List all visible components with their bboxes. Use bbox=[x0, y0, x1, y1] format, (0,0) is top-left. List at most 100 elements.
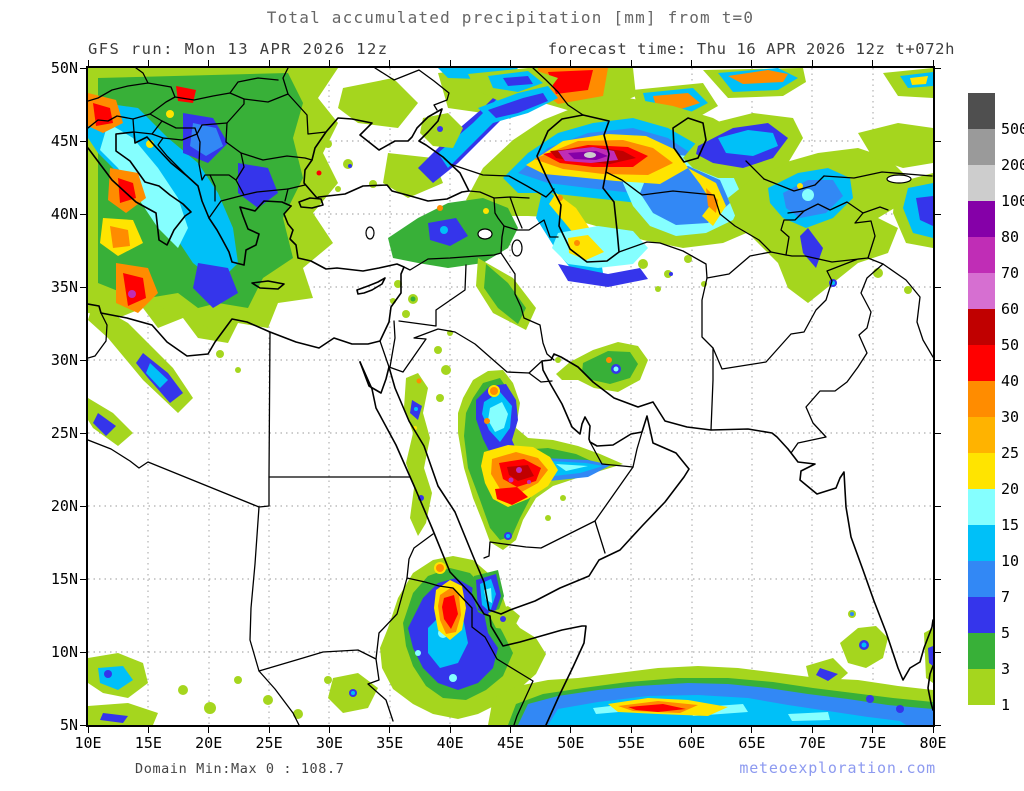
y-tick-label: 15N bbox=[50, 570, 78, 588]
legend-color-box bbox=[968, 381, 995, 417]
x-tick-label: 35E bbox=[376, 734, 404, 752]
legend-color-box bbox=[968, 597, 995, 633]
y-tick-label: 5N bbox=[59, 716, 78, 734]
x-tick-mark-top bbox=[630, 60, 632, 66]
legend-color-box bbox=[968, 129, 995, 165]
y-tick-mark-right bbox=[935, 213, 941, 215]
x-tick-mark bbox=[570, 727, 572, 733]
y-tick-mark bbox=[80, 213, 86, 215]
y-tick-mark-right bbox=[935, 140, 941, 142]
x-tick-mark bbox=[389, 727, 391, 733]
y-tick-mark-right bbox=[935, 432, 941, 434]
legend-value-label: 5 bbox=[1001, 624, 1011, 642]
legend-color-box bbox=[968, 165, 995, 201]
x-tick-label: 60E bbox=[678, 734, 706, 752]
x-tick-mark-top bbox=[389, 60, 391, 66]
y-tick-mark bbox=[80, 140, 86, 142]
x-tick-mark-top bbox=[751, 60, 753, 66]
legend-value-label: 500 bbox=[1001, 120, 1024, 138]
y-tick-label: 25N bbox=[50, 424, 78, 442]
x-tick-mark bbox=[691, 727, 693, 733]
legend-value-label: 7 bbox=[1001, 588, 1011, 606]
map-frame bbox=[86, 66, 935, 727]
legend-value-label: 100 bbox=[1001, 192, 1024, 210]
legend-color-box bbox=[968, 453, 995, 489]
x-tick-mark-top bbox=[872, 60, 874, 66]
legend-color-box bbox=[968, 417, 995, 453]
x-tick-mark-top bbox=[811, 60, 813, 66]
x-tick-mark-top bbox=[510, 60, 511, 66]
site-link[interactable]: meteoexploration.com bbox=[739, 759, 936, 777]
x-tick-mark bbox=[630, 727, 632, 733]
x-tick-mark-top bbox=[932, 60, 934, 66]
legend-color-box bbox=[968, 201, 995, 237]
x-tick-mark bbox=[147, 727, 149, 733]
y-tick-label: 50N bbox=[50, 59, 78, 77]
y-tick-mark-right bbox=[935, 286, 941, 288]
y-tick-mark-right bbox=[935, 505, 941, 507]
x-tick-mark bbox=[87, 727, 89, 733]
y-tick-label: 35N bbox=[50, 278, 78, 296]
legend-color-box bbox=[968, 489, 995, 525]
y-tick-mark-right bbox=[935, 359, 941, 361]
legend-value-label: 25 bbox=[1001, 444, 1020, 462]
x-tick-label: 40E bbox=[436, 734, 464, 752]
legend-color-box bbox=[968, 345, 995, 381]
x-tick-mark-top bbox=[449, 60, 451, 66]
lakes bbox=[365, 174, 912, 257]
legend-value-label: 3 bbox=[1001, 660, 1011, 678]
x-tick-mark bbox=[449, 727, 451, 733]
x-tick-mark-top bbox=[208, 60, 210, 66]
x-tick-mark-top bbox=[147, 60, 149, 66]
legend-color-box bbox=[968, 525, 995, 561]
legend-value-label: 15 bbox=[1001, 516, 1020, 534]
x-tick-mark-top bbox=[328, 60, 330, 66]
x-tick-mark-top bbox=[691, 60, 693, 66]
x-tick-label: 25E bbox=[255, 734, 283, 752]
x-tick-label: 80E bbox=[919, 734, 947, 752]
page-title: Total accumulated precipitation [mm] fro… bbox=[266, 8, 755, 27]
model-run-label: GFS run: Mon 13 APR 2026 12z bbox=[88, 40, 389, 58]
x-tick-label: 30E bbox=[315, 734, 343, 752]
x-tick-mark bbox=[751, 727, 753, 733]
x-tick-mark bbox=[811, 727, 813, 733]
x-tick-label: 75E bbox=[859, 734, 887, 752]
y-tick-mark bbox=[80, 67, 86, 69]
x-tick-label: 50E bbox=[557, 734, 585, 752]
legend-value-label: 200 bbox=[1001, 156, 1024, 174]
x-tick-label: 20E bbox=[195, 734, 223, 752]
x-tick-label: 65E bbox=[738, 734, 766, 752]
legend-color-box bbox=[968, 93, 995, 129]
x-tick-mark bbox=[208, 727, 210, 733]
y-tick-mark-right bbox=[935, 724, 941, 726]
x-tick-mark bbox=[932, 727, 934, 733]
x-tick-label: 15E bbox=[134, 734, 162, 752]
y-tick-label: 20N bbox=[50, 497, 78, 515]
y-tick-mark-right bbox=[935, 67, 941, 69]
x-tick-mark bbox=[510, 727, 511, 733]
domain-stats: Domain Min:Max 0 : 108.7 bbox=[135, 761, 345, 777]
legend-color-box bbox=[968, 561, 995, 597]
legend-color-box bbox=[968, 669, 995, 705]
x-tick-mark-top bbox=[570, 60, 572, 66]
x-tick-label: 45E bbox=[496, 734, 525, 752]
y-tick-mark bbox=[80, 578, 86, 580]
legend-value-label: 60 bbox=[1001, 300, 1020, 318]
y-tick-mark-right bbox=[935, 651, 941, 653]
country-borders bbox=[88, 68, 933, 725]
legend-value-label: 10 bbox=[1001, 552, 1020, 570]
legend-color-box bbox=[968, 237, 995, 273]
x-tick-mark-top bbox=[268, 60, 270, 66]
legend-color-box bbox=[968, 633, 995, 669]
y-tick-label: 10N bbox=[50, 643, 78, 661]
y-tick-mark bbox=[80, 505, 86, 507]
coastlines bbox=[88, 108, 933, 725]
legend-color-box bbox=[968, 309, 995, 345]
legend-color-box bbox=[968, 273, 995, 309]
x-tick-label: 55E bbox=[617, 734, 645, 752]
x-tick-label: 70E bbox=[798, 734, 826, 752]
y-tick-mark bbox=[80, 432, 86, 434]
legend-value-label: 30 bbox=[1001, 408, 1020, 426]
y-tick-mark-right bbox=[935, 578, 941, 580]
